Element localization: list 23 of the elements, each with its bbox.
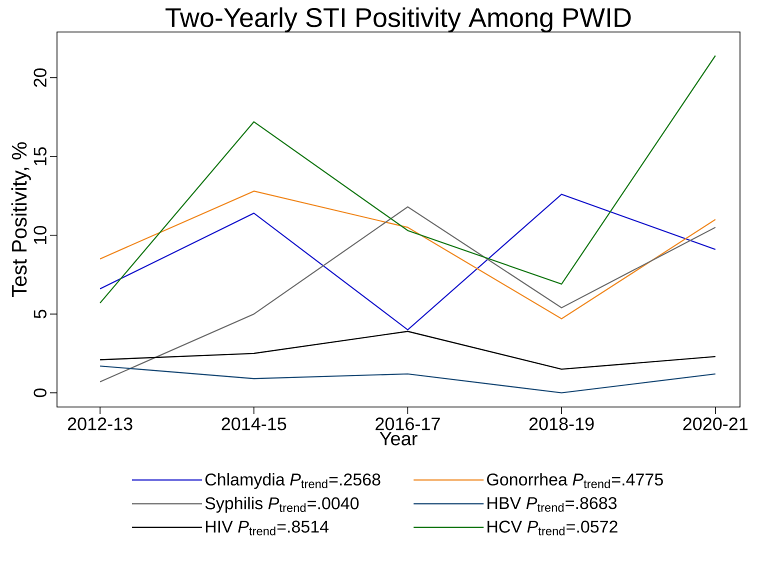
y-tick-label: 5 [34,310,46,318]
x-tick-label: 2014-15 [222,418,286,430]
x-tick-label: 2012-13 [68,418,132,430]
x-tick-label: 2016-17 [376,418,440,430]
chart-title: Two-Yearly STI Positivity Among PWID [166,7,631,33]
y-tick-label: 10 [34,226,46,244]
y-tick-label: 20 [34,68,46,87]
line-series [99,365,716,394]
line-series [99,55,716,304]
x-axis-title: Year [380,432,418,446]
line-series [99,206,716,382]
x-tick-label: 2020-21 [683,418,748,430]
y-tick-label: 0 [34,388,46,398]
legend-label: HBV P$_{trend}$=.8683 [488,497,617,512]
legend-label: Chlamydia P$_{trend}$=.2568 [205,473,380,489]
legend-label: Gonorrhea P$_{trend}$=.4775 [487,473,663,488]
legend-label: Syphilis P$_{trend}$=.0040 [205,496,359,513]
y-axis-title: Test Positivity, % [11,142,31,298]
y-tick-label: 15 [34,147,46,166]
x-tick-label: 2018-19 [529,418,594,430]
legend-label: HIV P$_{trend}$=.8514 [206,520,329,536]
legend-label: HCV P$_{trend}$=.0572 [488,520,618,536]
line-series [99,330,716,370]
